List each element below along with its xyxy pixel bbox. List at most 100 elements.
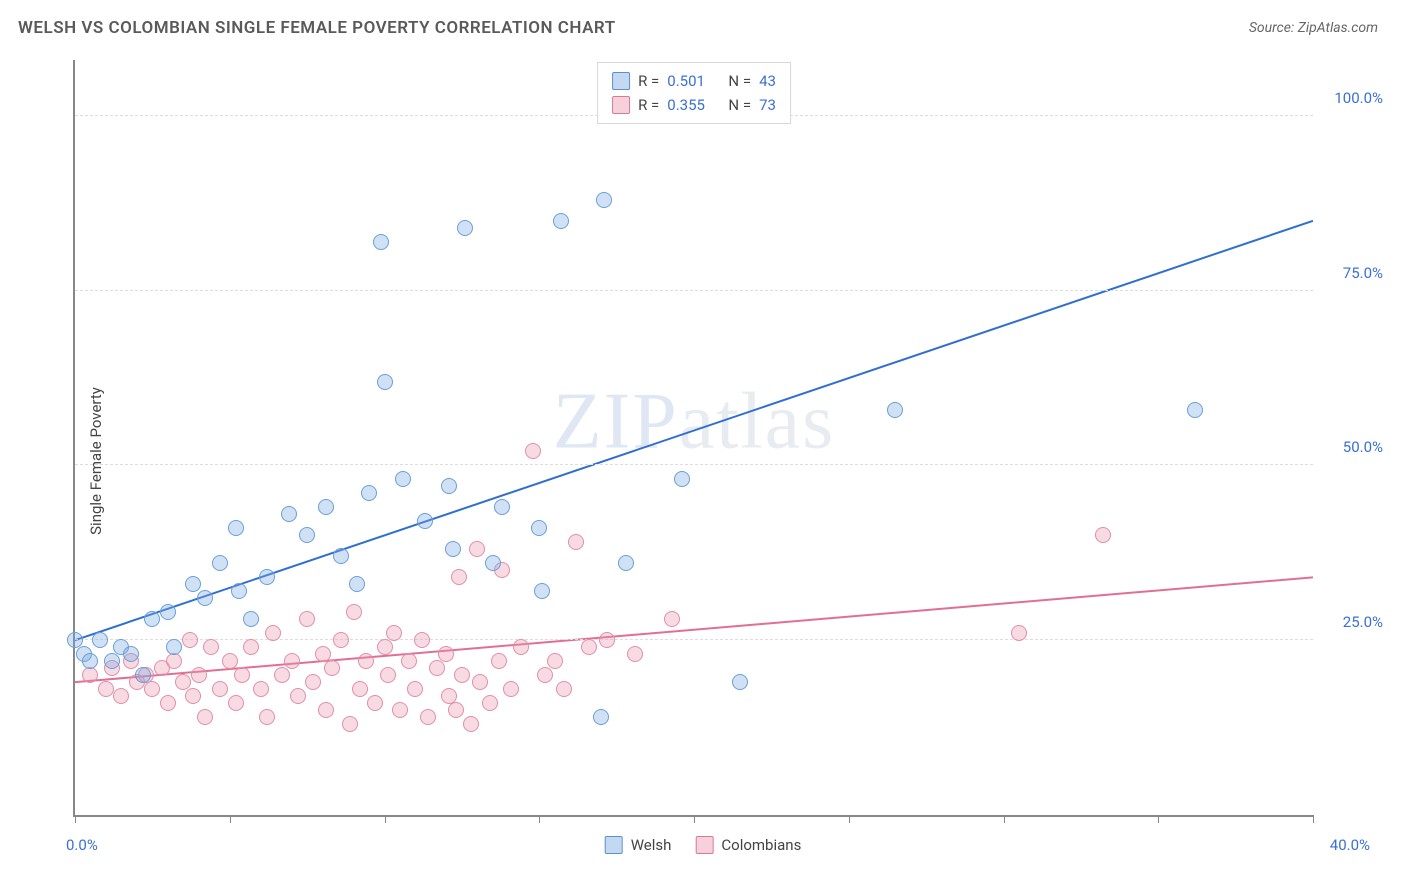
x-tick: [694, 815, 695, 823]
data-point: [166, 653, 182, 669]
data-point: [212, 555, 228, 571]
data-point: [361, 485, 377, 501]
x-tick: [230, 815, 231, 823]
data-point: [674, 471, 690, 487]
data-point: [231, 583, 247, 599]
data-point: [185, 576, 201, 592]
data-point: [593, 709, 609, 725]
data-point: [166, 639, 182, 655]
data-point: [144, 611, 160, 627]
x-tick: [1004, 815, 1005, 823]
plot-area: ZIPatlas R = 0.501 N = 43 R = 0.355 N = …: [73, 60, 1313, 817]
data-point: [441, 478, 457, 494]
data-point: [324, 660, 340, 676]
data-point: [113, 688, 129, 704]
data-point: [525, 443, 541, 459]
data-point: [1011, 625, 1027, 641]
n-label: N =: [728, 69, 751, 93]
data-point: [887, 402, 903, 418]
data-point: [259, 709, 275, 725]
data-point: [160, 695, 176, 711]
data-point: [448, 702, 464, 718]
data-point: [373, 234, 389, 250]
data-point: [457, 220, 473, 236]
data-point: [454, 667, 470, 683]
legend-label-colombians: Colombians: [721, 836, 801, 854]
data-point: [222, 653, 238, 669]
y-tick-label: 100.0%: [1323, 89, 1383, 107]
x-axis-min-label: 0.0%: [66, 836, 98, 854]
gridline: [75, 290, 1313, 291]
data-point: [243, 639, 259, 655]
gridline: [75, 639, 1313, 640]
data-point: [553, 213, 569, 229]
data-point: [1095, 527, 1111, 543]
x-tick: [1158, 815, 1159, 823]
data-point: [358, 653, 374, 669]
data-point: [98, 681, 114, 697]
data-point: [203, 639, 219, 655]
data-point: [274, 667, 290, 683]
legend-row-welsh: R = 0.501 N = 43: [612, 69, 776, 93]
data-point: [318, 499, 334, 515]
x-tick: [75, 815, 76, 823]
colombians-r-value: 0.355: [667, 93, 705, 117]
data-point: [82, 667, 98, 683]
data-point: [377, 639, 393, 655]
watermark: ZIPatlas: [553, 377, 836, 468]
data-point: [367, 695, 383, 711]
data-point: [414, 632, 430, 648]
data-point: [299, 611, 315, 627]
data-point: [212, 681, 228, 697]
data-point: [534, 583, 550, 599]
source-label: Source:: [1249, 20, 1298, 36]
data-point: [92, 632, 108, 648]
data-point: [377, 374, 393, 390]
data-point: [392, 702, 408, 718]
data-point: [349, 576, 365, 592]
data-point: [191, 667, 207, 683]
r-label: R =: [638, 93, 659, 117]
data-point: [284, 653, 300, 669]
swatch-blue: [605, 836, 623, 854]
x-tick: [539, 815, 540, 823]
data-point: [417, 513, 433, 529]
data-point: [469, 541, 485, 557]
x-tick: [385, 815, 386, 823]
series-legend: Welsh Colombians: [605, 836, 802, 854]
data-point: [386, 625, 402, 641]
x-tick: [849, 815, 850, 823]
trend-lines: [75, 60, 1313, 815]
data-point: [144, 681, 160, 697]
data-point: [463, 716, 479, 732]
data-point: [732, 674, 748, 690]
gridline: [75, 464, 1313, 465]
data-point: [581, 639, 597, 655]
data-point: [664, 611, 680, 627]
chart-title: WELSH VS COLOMBIAN SINGLE FEMALE POVERTY…: [18, 18, 616, 38]
data-point: [482, 695, 498, 711]
data-point: [352, 681, 368, 697]
legend-item-colombians: Colombians: [695, 836, 801, 854]
data-point: [438, 646, 454, 662]
data-point: [185, 688, 201, 704]
data-point: [299, 527, 315, 543]
data-point: [342, 716, 358, 732]
n-label: N =: [728, 93, 751, 117]
welsh-n-value: 43: [759, 69, 776, 93]
data-point: [472, 674, 488, 690]
data-point: [123, 646, 139, 662]
correlation-legend: R = 0.501 N = 43 R = 0.355 N = 73: [597, 62, 791, 124]
data-point: [395, 471, 411, 487]
data-point: [290, 688, 306, 704]
legend-item-welsh: Welsh: [605, 836, 672, 854]
swatch-pink: [695, 836, 713, 854]
source-credit: Source: ZipAtlas.com: [1249, 20, 1378, 36]
data-point: [265, 625, 281, 641]
data-point: [259, 569, 275, 585]
data-point: [380, 667, 396, 683]
data-point: [228, 520, 244, 536]
data-point: [318, 702, 334, 718]
data-point: [197, 709, 213, 725]
data-point: [234, 667, 250, 683]
